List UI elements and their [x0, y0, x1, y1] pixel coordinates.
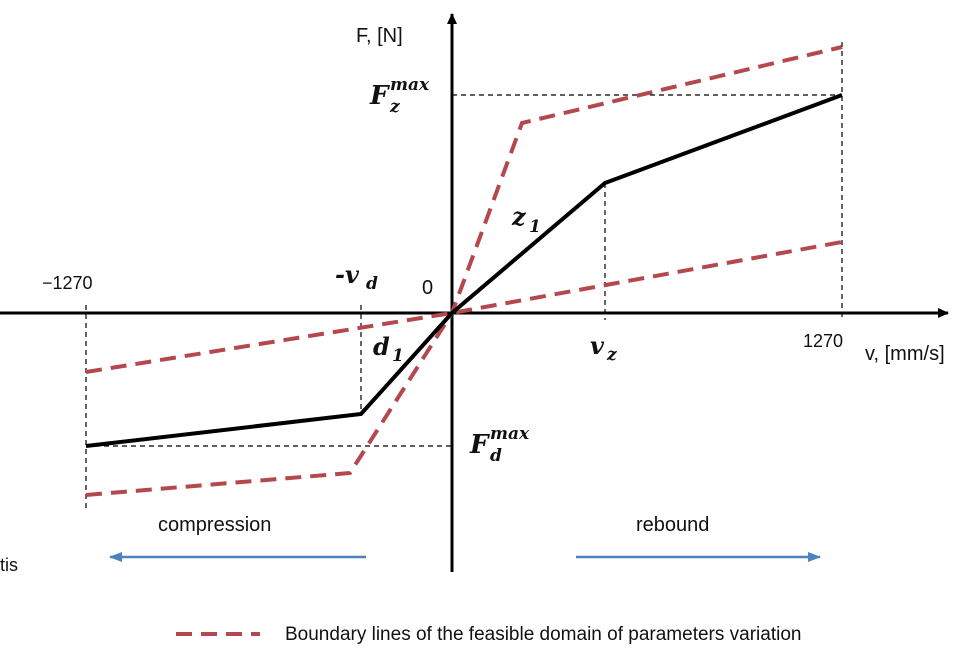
x-neg-tick-label: −1270	[42, 273, 93, 293]
upper-boundary	[85, 45, 843, 497]
boundary-lines	[85, 45, 843, 497]
fd-max-label: F d max	[469, 424, 530, 466]
lower-boundary	[85, 240, 843, 374]
clipped-text: tis	[0, 555, 18, 575]
svg-text:F: F	[469, 430, 490, 460]
svg-text:z: z	[511, 202, 527, 231]
legend-label: Boundary lines of the feasible domain of…	[285, 624, 801, 645]
helper-lines	[85, 42, 843, 510]
z1-label: z 1	[511, 202, 541, 237]
svg-text:-v: -v	[335, 260, 360, 289]
svg-text:d: d	[373, 332, 390, 361]
origin-label: 0	[422, 277, 433, 299]
svg-text:1: 1	[392, 346, 404, 366]
svg-text:1: 1	[529, 217, 541, 237]
y-axis-label: F, [N]	[356, 25, 403, 47]
fz-max-label: F z max	[369, 75, 430, 117]
damper-characteristic-curve	[85, 93, 843, 448]
svg-text:v: v	[590, 331, 605, 360]
d1-label: d 1	[373, 332, 404, 366]
svg-text:d: d	[490, 446, 502, 466]
svg-text:d: d	[366, 274, 378, 294]
svg-text:z: z	[606, 345, 617, 365]
rebound-label: rebound	[636, 514, 709, 536]
svg-text:F: F	[369, 81, 390, 111]
x-pos-tick-label: 1270	[803, 331, 843, 351]
svg-text:max: max	[390, 75, 430, 95]
compression-label: compression	[158, 514, 271, 536]
x-axis-label: v, [mm/s]	[865, 343, 945, 365]
legend: Boundary lines of the feasible domain of…	[176, 624, 801, 645]
svg-text:max: max	[490, 424, 530, 444]
vd-label: -v d	[335, 260, 378, 294]
vz-label: v z	[590, 331, 617, 365]
svg-text:z: z	[389, 97, 400, 117]
